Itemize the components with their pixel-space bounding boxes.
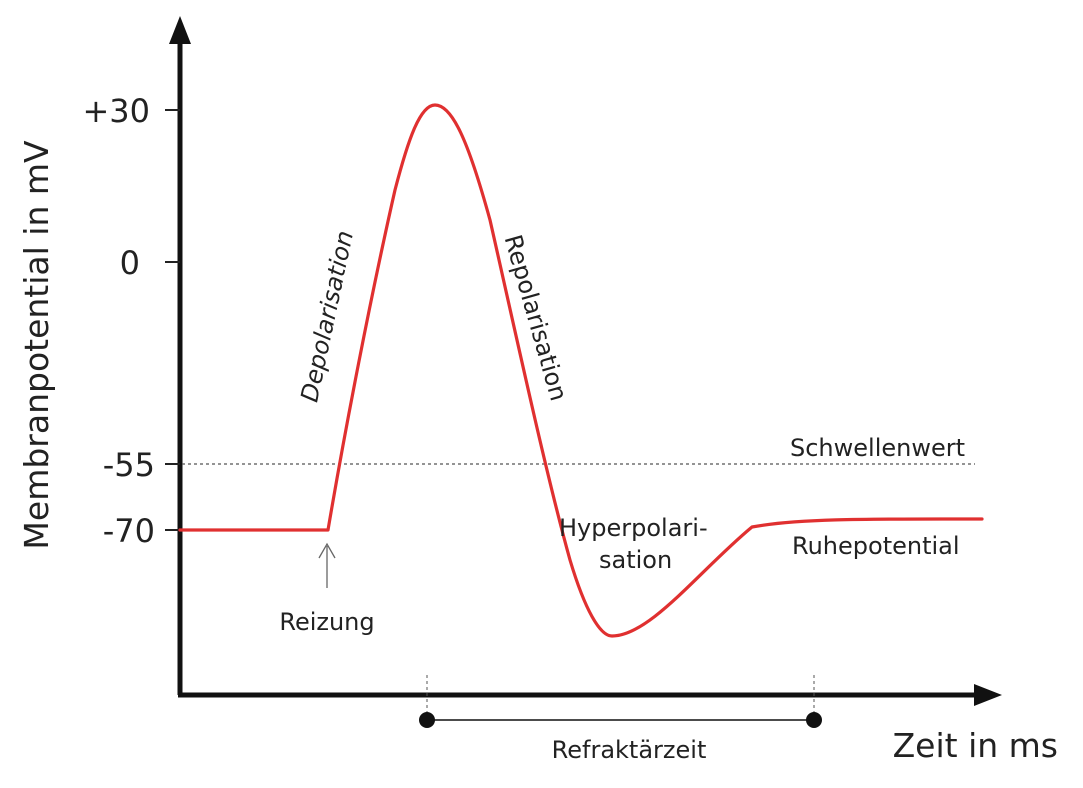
label-refractory-period: Refraktärzeit — [552, 736, 707, 764]
label-hyperpolarisation-2: sation — [599, 546, 672, 574]
y-axis-title: Membranpotential in mV — [17, 140, 56, 550]
label-resting-potential: Ruhepotential — [792, 532, 960, 560]
label-stimulus: Reizung — [279, 608, 374, 636]
action-potential-curve — [178, 103, 984, 638]
label-repolarisation: Repolarisation — [499, 232, 573, 404]
label-hyperpolarisation-1: Hyperpolari- — [559, 514, 708, 542]
label-threshold: Schwellenwert — [790, 434, 965, 462]
x-axis-title: Zeit in ms — [893, 726, 1058, 765]
label-depolarisation: Depolarisation — [295, 228, 359, 404]
y-tick-label-0: 0 — [120, 244, 140, 282]
refractory-start-dot — [419, 712, 435, 728]
y-tick-label-plus30: +30 — [82, 92, 150, 130]
y-tick-label-minus55: -55 — [103, 446, 155, 484]
refractory-end-dot — [806, 712, 822, 728]
y-axis-arrow — [169, 16, 191, 44]
y-tick-label-minus70: -70 — [103, 512, 155, 550]
x-axis-arrow — [974, 684, 1002, 706]
stimulus-arrow-head — [318, 542, 336, 559]
